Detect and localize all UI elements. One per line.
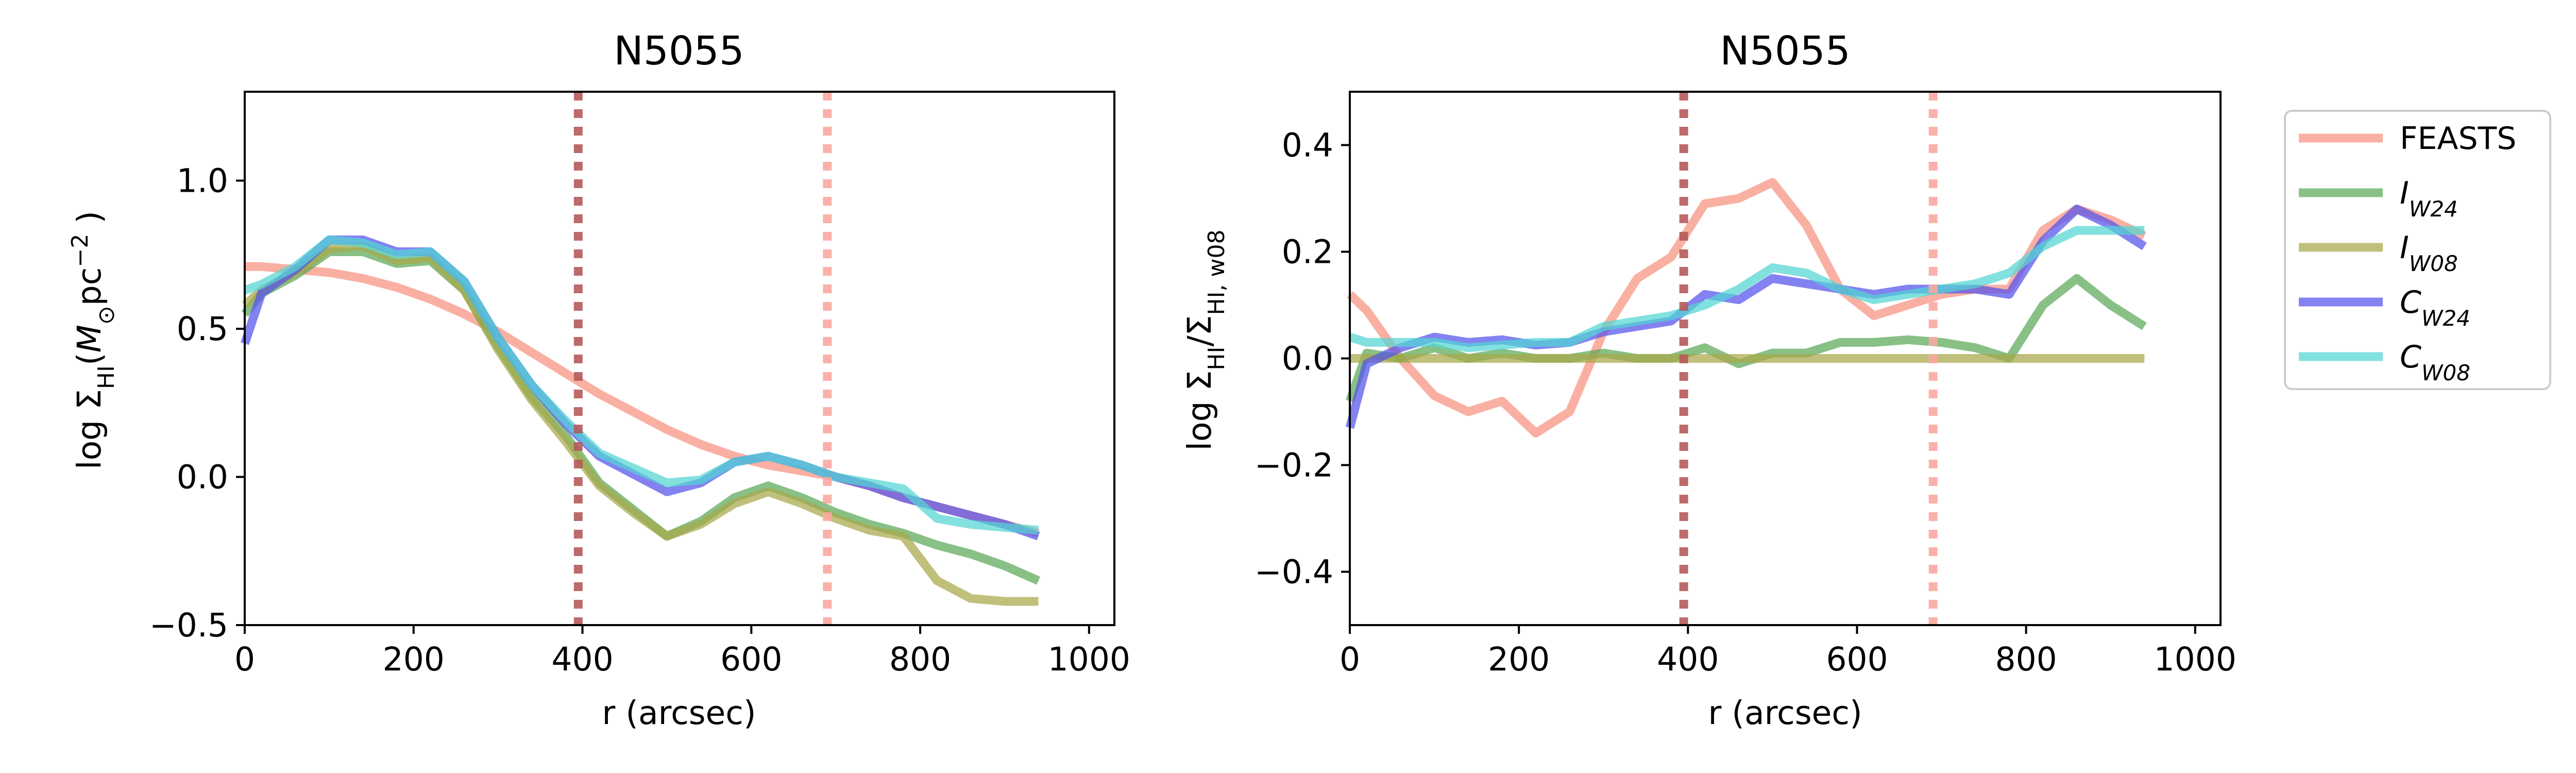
legend-label-i-w24: IW24 (2400, 175, 2458, 222)
left-y-axis-label: log ΣHI(M⊙pc−2 ) (67, 211, 120, 469)
left-series-line-feasts (245, 262, 1040, 538)
left-chart-panel: N5055 log ΣHI(M⊙pc−2 ) r (arcsec) 0 200 40… (67, 28, 1131, 732)
right-y-axis-label: log ΣHI/ΣHI, w08 (1181, 230, 1230, 451)
legend-frame (2284, 110, 2551, 390)
right-x-tick-label: 0 (1340, 641, 1360, 678)
svg-text:log ΣHI(M⊙pc−2 ): log ΣHI(M⊙pc−2 ) (67, 211, 120, 469)
left-series-line-c-w24 (240, 236, 1040, 541)
left-y-tick-label: 0.5 (177, 310, 228, 348)
right-x-tick-label: 1000 (2154, 641, 2236, 678)
left-x-tick-label: 800 (889, 641, 951, 678)
right-y-tick-label: 0.0 (1282, 340, 1333, 378)
legend: FEASTS IW24 IW08 CW24 CW08 (2284, 110, 2551, 390)
right-y-tick-label: 0.4 (1282, 127, 1333, 164)
legend-label-c-w08: CW08 (2400, 339, 2470, 385)
left-x-tick-label: 0 (234, 641, 255, 678)
left-y-tick-label: 1.0 (177, 162, 228, 200)
right-y-tick-label: −0.4 (1255, 553, 1333, 591)
left-x-axis-label: r (arcsec) (602, 694, 756, 732)
legend-label-i-w08: IW08 (2400, 230, 2458, 276)
left-chart-title: N5055 (614, 28, 744, 74)
left-x-tick-label: 600 (720, 641, 782, 678)
right-x-tick-label: 800 (1995, 641, 2057, 678)
right-chart-title: N5055 (1720, 28, 1851, 74)
right-y-tick-label: 0.2 (1282, 233, 1333, 271)
right-chart-panel: N5055 log ΣHI/ΣHI, w08 r (arcsec) 0 200 40… (1181, 28, 2236, 732)
legend-label-feasts: FEASTS (2400, 121, 2516, 157)
left-series-line-i-w08 (242, 241, 1039, 606)
right-series-line-c-w08 (1348, 226, 2145, 352)
left-x-tick-label: 400 (551, 641, 613, 678)
left-x-tick-label: 1000 (1048, 641, 1130, 678)
left-plot-frame (244, 91, 1115, 626)
right-y-tick-label: −0.2 (1255, 447, 1333, 484)
left-y-tick-label: 0.0 (177, 459, 228, 496)
svg-text:log ΣHI/ΣHI, w08: log ΣHI/ΣHI, w08 (1181, 230, 1230, 451)
left-x-tick-label: 200 (383, 641, 445, 678)
right-x-tick-label: 200 (1488, 641, 1550, 678)
right-x-tick-label: 400 (1657, 641, 1719, 678)
right-x-tick-label: 600 (1826, 641, 1888, 678)
left-series-line-c-w08 (243, 236, 1039, 535)
right-series-line-feasts (1347, 178, 2146, 438)
legend-label-c-w24: CW24 (2400, 284, 2470, 331)
left-y-tick-label: −0.5 (149, 607, 228, 644)
right-x-axis-label: r (arcsec) (1708, 694, 1862, 732)
right-series-line-c-w24 (1345, 205, 2147, 429)
